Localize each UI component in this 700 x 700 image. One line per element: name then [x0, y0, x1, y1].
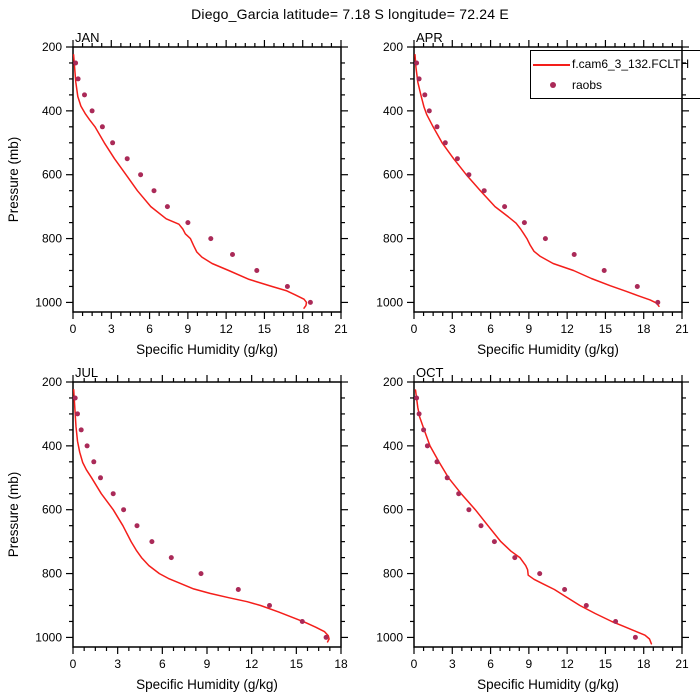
x-axis-title: Specific Humidity (g/kg) — [477, 677, 619, 692]
x-tick-label: 12 — [560, 657, 574, 671]
x-tick-label: 6 — [487, 657, 494, 671]
x-tick-label: 6 — [487, 322, 494, 336]
panel-jan: 0 3 6 9 12 15 18 21 200 400 600 800 1000 JAN Specific … — [6, 30, 348, 357]
panel-title: APR — [416, 30, 443, 45]
x-tick-label: 9 — [526, 657, 533, 671]
x-tick-label: 0 — [411, 657, 418, 671]
x-tick-label: 9 — [526, 322, 533, 336]
y-tick-label: 200 — [42, 375, 62, 389]
x-tick-label: 3 — [449, 657, 456, 671]
x-tick-label: 6 — [146, 322, 153, 336]
panel-frame — [72, 381, 342, 648]
y-tick-label: 200 — [42, 40, 62, 54]
x-tick-label: 12 — [219, 322, 233, 336]
x-tick-label: 0 — [70, 657, 77, 671]
legend-model-line-sample — [533, 64, 570, 66]
y-axis-title: Pressure (mb) — [6, 137, 21, 223]
y-tick-label: 800 — [42, 567, 62, 581]
page-title: Diego_Garcia latitude= 7.18 S longitude=… — [191, 6, 509, 22]
x-tick-label: 9 — [204, 657, 211, 671]
x-axis-title: Specific Humidity (g/kg) — [136, 677, 278, 692]
x-axis-title: Specific Humidity (g/kg) — [477, 342, 619, 357]
y-tick-label: 400 — [42, 104, 62, 118]
x-tick-label: 18 — [334, 657, 348, 671]
x-tick-label: 21 — [675, 657, 689, 671]
panel-frame — [413, 381, 683, 648]
raobs-dots-oct — [414, 395, 638, 640]
x-tick-label: 21 — [334, 322, 348, 336]
y-tick-label: 600 — [42, 168, 62, 182]
x-tick-label: 21 — [675, 322, 689, 336]
y-tick-label: 800 — [383, 567, 403, 581]
panel-oct: 0 3 6 9 12 15 18 21 200 400 600 800 1000 OCT Specific … — [376, 365, 689, 692]
x-tick-label: 3 — [108, 322, 115, 336]
y-tick-label: 600 — [42, 503, 62, 517]
y-tick-label: 200 — [383, 375, 403, 389]
panel-title: JUL — [75, 365, 98, 380]
x-tick-label: 15 — [599, 322, 613, 336]
x-tick-label: 18 — [637, 322, 651, 336]
y-tick-label: 600 — [383, 503, 403, 517]
legend-raobs-dot-sample — [550, 82, 556, 88]
legend-raobs-label: raobs — [572, 78, 603, 92]
x-tick-label: 3 — [114, 657, 121, 671]
model-line-jan — [72, 53, 308, 309]
y-axis-title: Pressure (mb) — [6, 472, 21, 558]
raobs-dots-jan — [73, 60, 313, 305]
panel-title: JAN — [75, 30, 100, 45]
y-tick-label: 1000 — [376, 295, 403, 309]
y-tick-label: 1000 — [376, 630, 403, 644]
y-tick-label: 400 — [42, 439, 62, 453]
x-tick-label: 15 — [290, 657, 304, 671]
y-tick-label: 400 — [383, 439, 403, 453]
legend-box: f.cam6_3_132.FCLTH raobs — [530, 50, 700, 99]
panel-title: OCT — [416, 365, 444, 380]
y-tick-label: 600 — [383, 168, 403, 182]
model-line-oct — [414, 389, 653, 645]
raobs-dots-jul — [72, 395, 329, 640]
x-tick-label: 12 — [245, 657, 259, 671]
y-tick-label: 200 — [383, 40, 403, 54]
y-tick-label: 400 — [383, 104, 403, 118]
x-tick-label: 0 — [70, 322, 77, 336]
y-tick-label: 1000 — [35, 630, 62, 644]
panel-frame — [72, 46, 342, 313]
x-tick-label: 15 — [258, 322, 272, 336]
x-tick-label: 6 — [159, 657, 166, 671]
model-line-jul — [72, 388, 330, 643]
x-tick-label: 15 — [599, 657, 613, 671]
y-tick-label: 800 — [383, 232, 403, 246]
y-tick-label: 1000 — [35, 295, 62, 309]
x-tick-label: 18 — [637, 657, 651, 671]
panel-jul: 0 3 6 9 12 15 18 200 400 600 800 1000 JUL Specific Hu… — [6, 365, 348, 692]
x-tick-label: 18 — [296, 322, 310, 336]
y-tick-label: 800 — [42, 232, 62, 246]
x-tick-label: 0 — [411, 322, 418, 336]
x-tick-label: 3 — [449, 322, 456, 336]
x-axis-title: Specific Humidity (g/kg) — [136, 342, 278, 357]
legend-model-label: f.cam6_3_132.FCLTH — [572, 57, 690, 71]
x-tick-label: 12 — [560, 322, 574, 336]
x-tick-label: 9 — [185, 322, 192, 336]
